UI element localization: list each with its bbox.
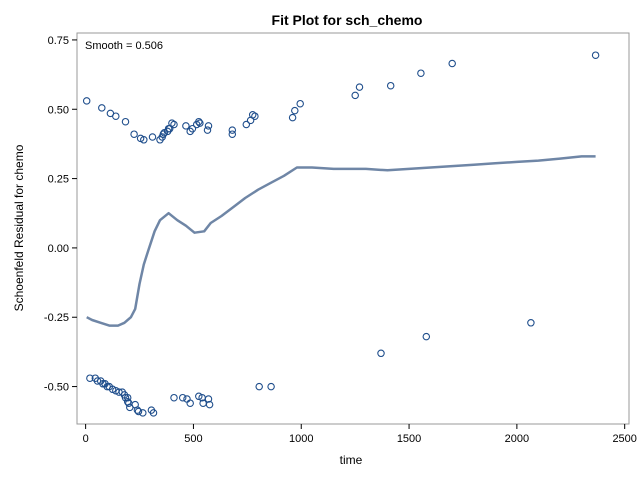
residual-point: [140, 136, 148, 144]
residual-point: [188, 124, 197, 133]
residual-point: [195, 392, 203, 401]
residual-point: [422, 332, 431, 341]
y-tick-label: 0.75: [48, 35, 69, 47]
residual-point: [204, 122, 213, 130]
residual-point: [448, 59, 456, 68]
smooth-annotation: Smooth = 0.506: [85, 40, 163, 52]
residual-point: [168, 119, 176, 127]
y-tick-label: -0.50: [44, 382, 69, 394]
chart-title: Fit Plot for sch_chemo: [272, 12, 423, 28]
residual-point: [204, 395, 213, 403]
residual-point: [149, 409, 158, 417]
residual-point: [134, 407, 143, 416]
smooth-curve: [86, 155, 596, 327]
x-tick-label: 1000: [289, 433, 313, 445]
residual-point: [291, 106, 299, 115]
residual-point: [267, 382, 275, 391]
residual-point: [139, 409, 147, 417]
x-axis-label: time: [340, 453, 363, 467]
residual-point: [351, 91, 359, 100]
residual-point: [355, 83, 364, 91]
residual-point: [288, 113, 297, 122]
y-tick-label: 0.50: [48, 104, 69, 116]
residual-point: [183, 395, 191, 403]
residual-point: [86, 374, 94, 382]
y-axis-label: Schoenfeld Residual for chemo: [12, 144, 26, 311]
residual-point: [170, 120, 178, 129]
residual-point: [228, 130, 237, 138]
residual-point: [170, 393, 178, 402]
residual-point: [296, 99, 304, 108]
smooth-curve-layer: [86, 155, 596, 327]
residual-point: [160, 129, 169, 137]
residual-point: [121, 393, 130, 402]
residual-point: [417, 69, 425, 77]
y-tick-label: 0.25: [48, 174, 69, 186]
residual-point: [121, 117, 130, 126]
residual-point: [82, 97, 91, 105]
residual-point: [182, 122, 190, 130]
residual-point: [186, 399, 194, 407]
residual-point: [98, 104, 106, 112]
y-tick-label: -0.25: [44, 312, 69, 324]
residual-point: [203, 126, 212, 134]
residual-point: [196, 119, 204, 127]
residual-point: [130, 130, 138, 138]
residual-point: [377, 349, 385, 358]
plot-frame: [76, 32, 630, 425]
residual-point: [255, 382, 263, 391]
y-axis: -0.50 -0.25 0.00 0.25 0.50 0.75: [44, 35, 77, 394]
x-tick-label: 1500: [397, 433, 421, 445]
residual-point: [591, 51, 600, 59]
residual-points-layer: [82, 51, 600, 417]
residual-point: [242, 120, 251, 129]
x-tick-label: 500: [184, 433, 202, 445]
residual-point: [123, 393, 132, 402]
residual-point: [251, 112, 259, 120]
residual-point: [148, 133, 157, 141]
x-tick-label: 2000: [505, 433, 529, 445]
residual-point: [228, 126, 237, 134]
residual-point: [527, 319, 535, 327]
y-tick-label: 0.00: [48, 243, 69, 255]
residual-point: [205, 400, 214, 409]
x-axis: 0 500 1000 1500 2000 2500: [83, 424, 637, 445]
residual-point: [195, 117, 203, 126]
residual-point: [386, 81, 395, 90]
residual-point: [112, 112, 120, 120]
x-tick-label: 0: [83, 433, 89, 445]
residual-point: [178, 393, 187, 402]
x-tick-label: 2500: [612, 433, 636, 445]
